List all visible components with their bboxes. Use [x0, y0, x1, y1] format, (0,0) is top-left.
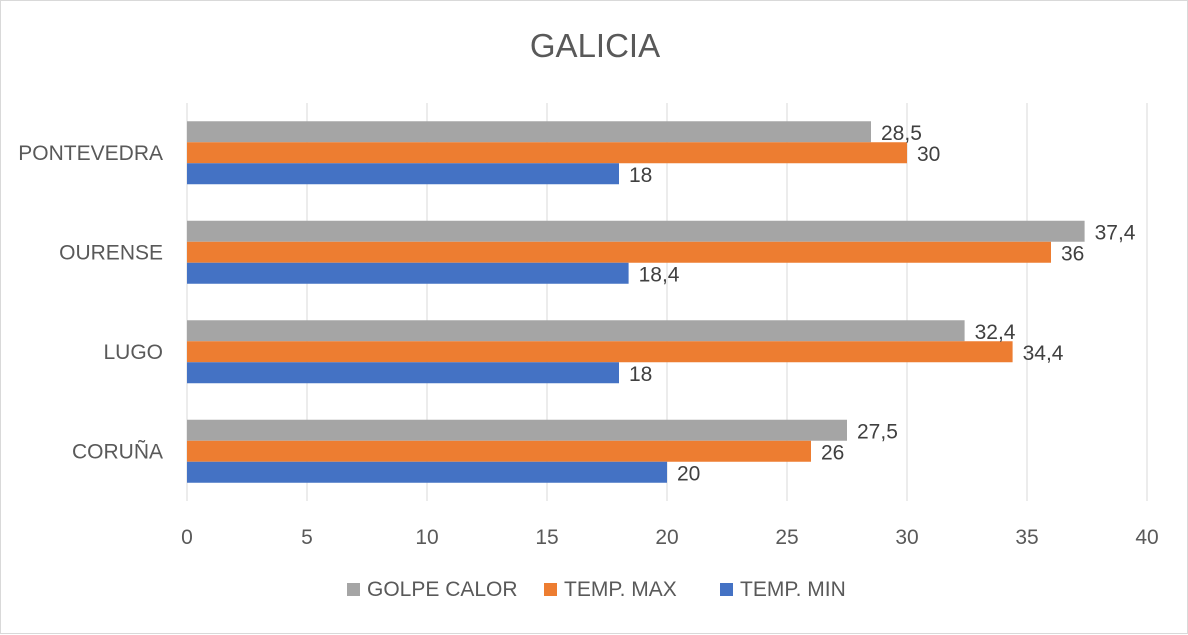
- data-label: 18: [629, 164, 652, 187]
- bar: [187, 461, 667, 483]
- legend: GOLPE CALOR TEMP. MAX TEMP. MIN: [347, 578, 846, 601]
- legend-swatch: [347, 583, 360, 596]
- x-tick-label: 40: [1135, 526, 1158, 549]
- bar: [187, 320, 965, 342]
- data-label: 18,4: [639, 263, 680, 286]
- bar: [187, 142, 907, 164]
- data-label: 28,5: [881, 122, 922, 145]
- category-label: PONTEVEDRA: [18, 142, 163, 165]
- chart-title: GALICIA: [530, 27, 660, 64]
- bar: [187, 241, 1051, 263]
- legend-swatch: [544, 583, 557, 596]
- bar: [187, 163, 619, 185]
- legend-label: GOLPE CALOR: [367, 578, 518, 601]
- legend-swatch: [720, 583, 733, 596]
- bar: [187, 262, 629, 284]
- bar: [187, 220, 1085, 242]
- bar: [187, 440, 811, 462]
- x-tick-label: 30: [895, 526, 918, 549]
- data-label: 30: [917, 143, 940, 166]
- data-label: 26: [821, 441, 844, 464]
- legend-label: TEMP. MIN: [740, 578, 846, 601]
- x-tick-label: 5: [301, 526, 313, 549]
- x-tick-label: 20: [655, 526, 678, 549]
- category-label: LUGO: [103, 341, 163, 364]
- x-tick-label: 10: [415, 526, 438, 549]
- x-tick-label: 15: [535, 526, 558, 549]
- bar: [187, 341, 1013, 363]
- bars: [187, 121, 1085, 483]
- data-label: 36: [1061, 242, 1084, 265]
- data-label: 27,5: [857, 420, 898, 443]
- x-tick-label: 35: [1015, 526, 1038, 549]
- data-label: 37,4: [1095, 221, 1136, 244]
- bar: [187, 362, 619, 384]
- data-label: 18: [629, 363, 652, 386]
- category-label: OURENSE: [59, 241, 163, 264]
- data-label: 20: [677, 462, 700, 485]
- x-tick-label: 25: [775, 526, 798, 549]
- category-label: CORUÑA: [72, 439, 163, 463]
- legend-label: TEMP. MAX: [564, 578, 677, 601]
- x-tick-label: 0: [181, 526, 193, 549]
- data-label: 32,4: [975, 321, 1016, 344]
- axes: 0 5 10 15 20 25 30 35 40 CORUÑA LUGO OURENSE PONTEVE…: [18, 142, 1158, 549]
- bar: [187, 121, 871, 143]
- data-label: 34,4: [1023, 342, 1064, 365]
- bar: [187, 419, 847, 441]
- data-labels: 27,5 26 20 32,4 34,4 18 37,4 36 18,4 28,530 18: [629, 122, 1136, 486]
